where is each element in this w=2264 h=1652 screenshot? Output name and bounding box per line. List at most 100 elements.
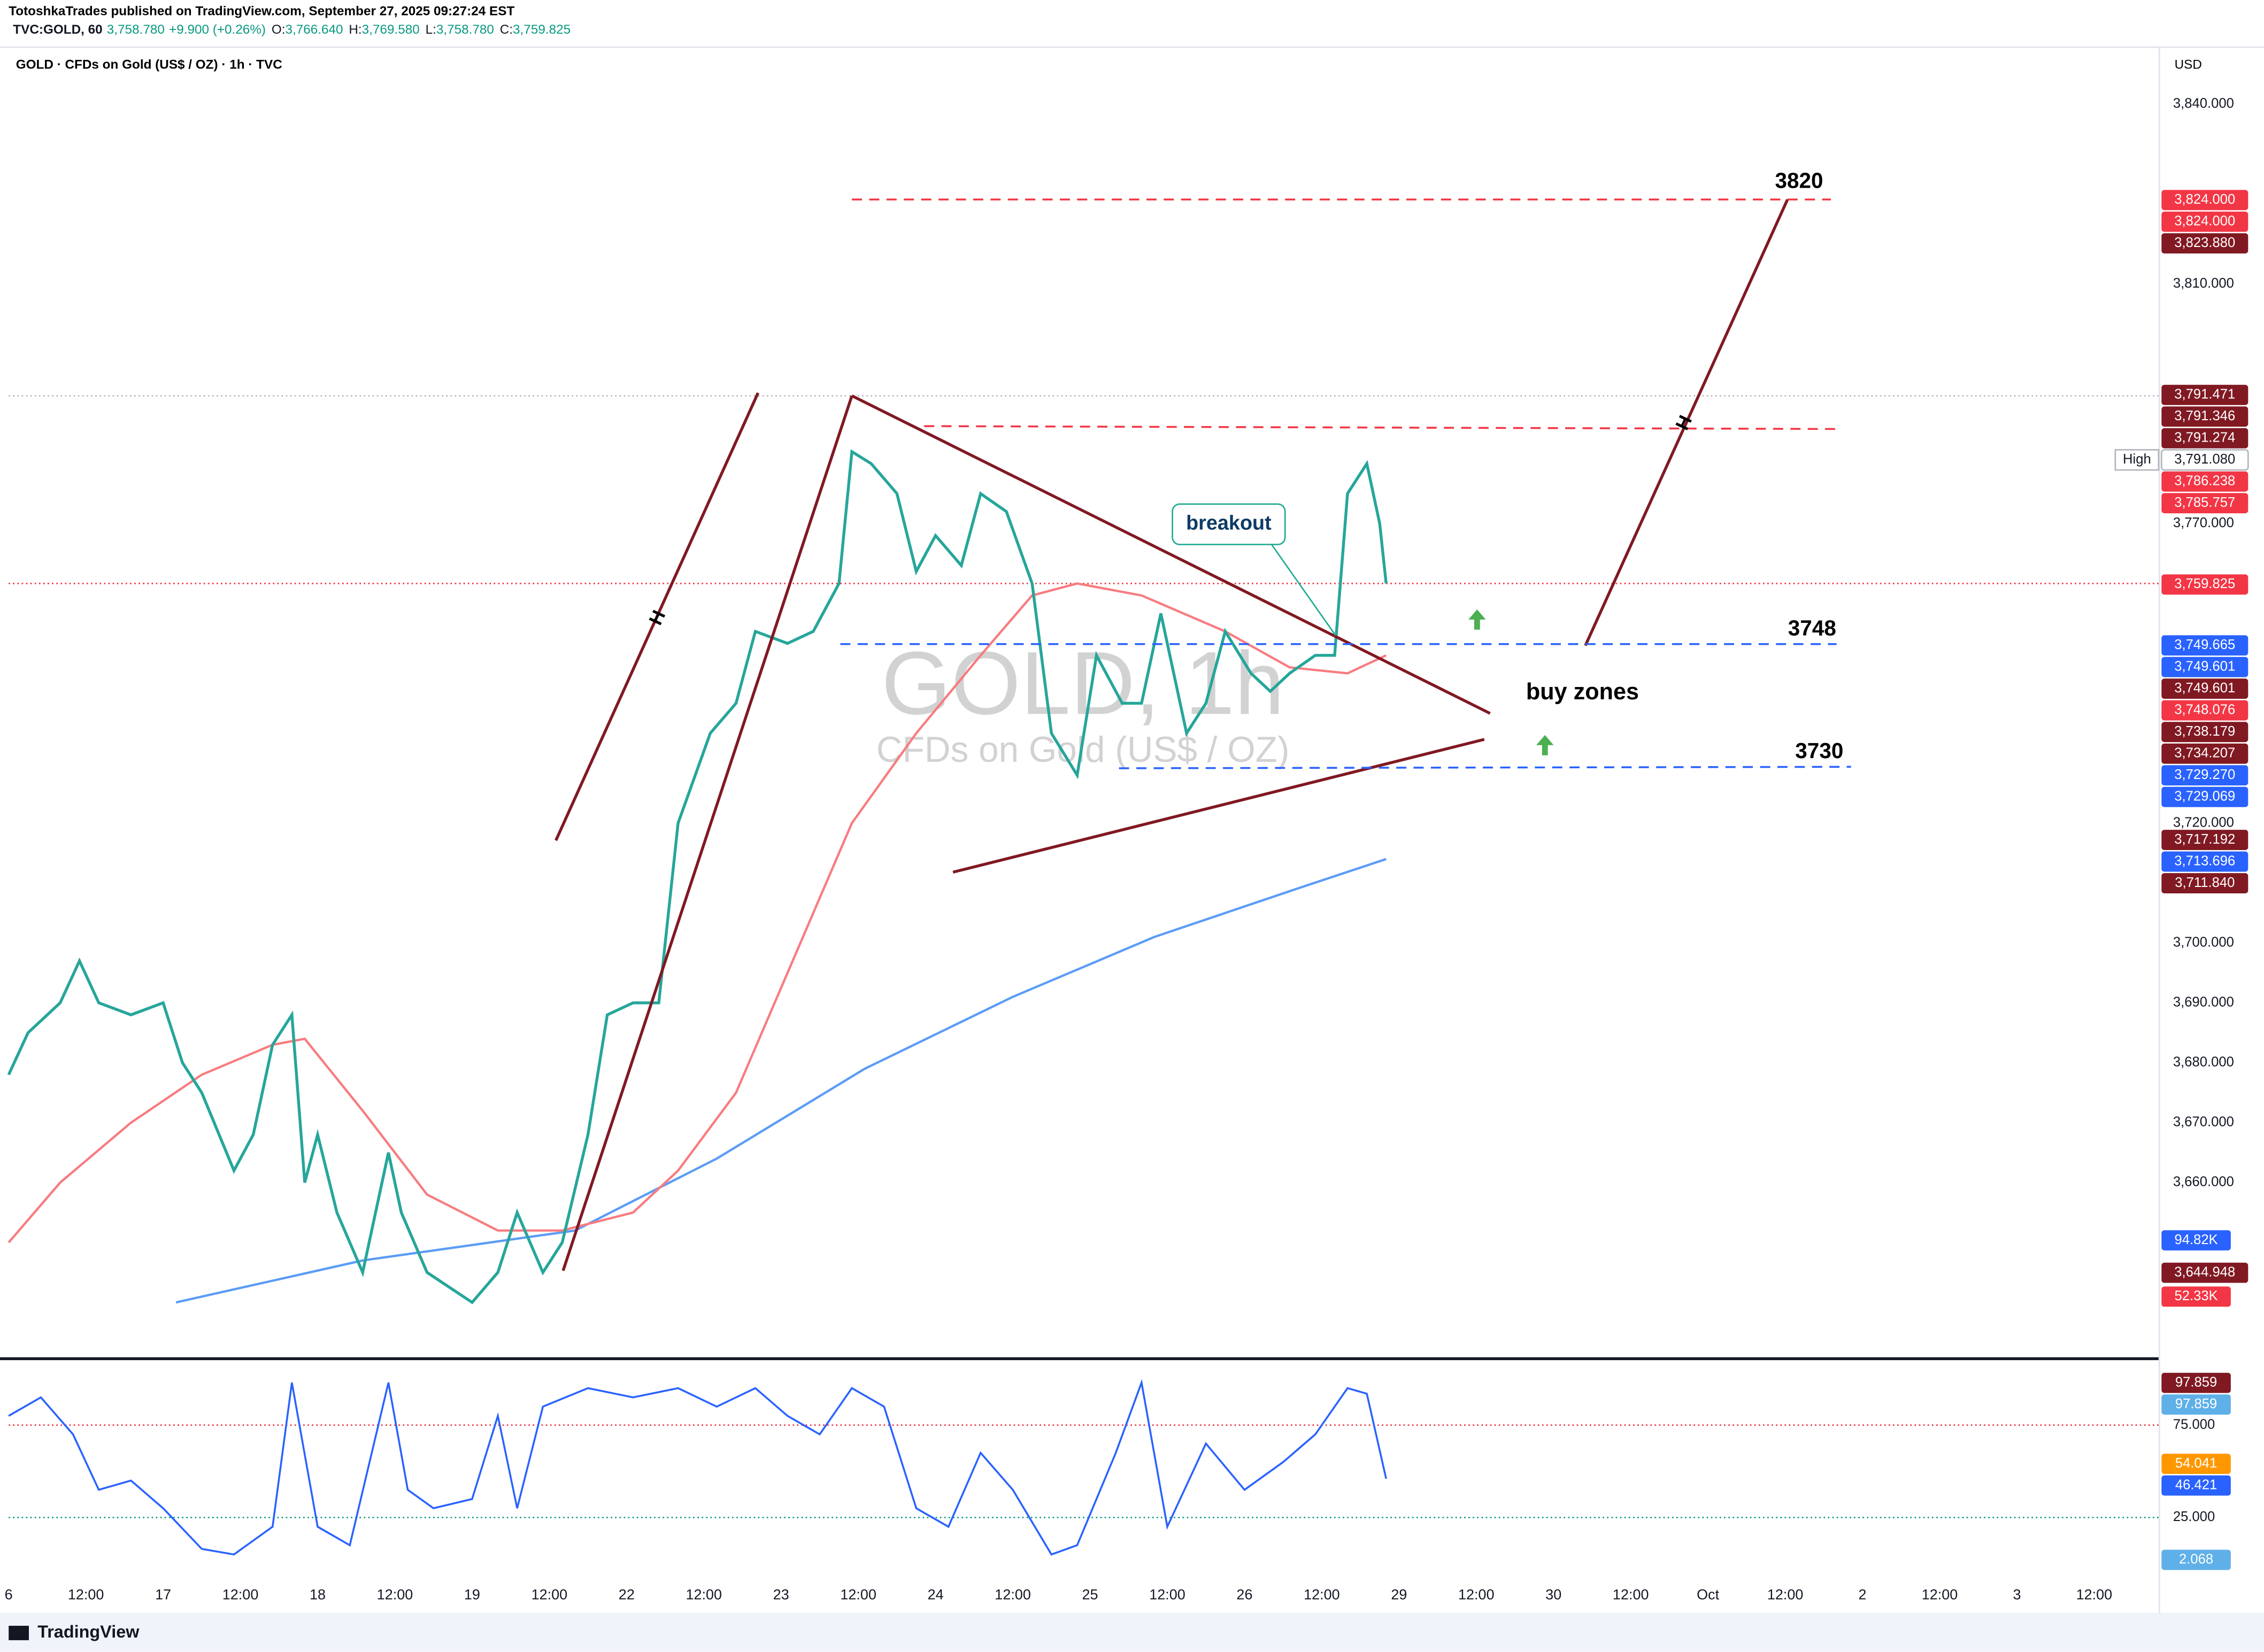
volume-tag-label: 94.82K (2174, 1232, 2217, 1247)
callout-box (1172, 503, 1286, 545)
price-tag (2161, 830, 2248, 850)
osc-tick-label: 75.000 (2173, 1417, 2215, 1432)
price-tag (2161, 722, 2248, 743)
header-field: 3,769.580 (362, 23, 420, 37)
price-tag-label: 3,713.696 (2174, 853, 2235, 868)
impulse-line (555, 392, 760, 842)
divider (0, 46, 2264, 48)
time-label: 25 (1082, 1586, 1098, 1602)
price-tag-label: 3,824.000 (2174, 213, 2235, 228)
price-tag-label: 3,785.757 (2174, 495, 2235, 510)
price-tag (2161, 384, 2248, 405)
y-tick-label: 3,700.000 (2173, 935, 2234, 950)
footer-bar (0, 1612, 2264, 1652)
osc-tag (2161, 1454, 2231, 1474)
time-label: 12:00 (2076, 1586, 2113, 1602)
time-label: 12:00 (686, 1586, 722, 1602)
breakout-label: breakout (1186, 512, 1272, 535)
level-label: 3748 (1788, 615, 1836, 640)
target-line (1584, 198, 1789, 646)
time-axis: 6 12:00 17 12:00 18 12:00 19 12:00 22 12:00 23 12:0… (5, 1586, 2113, 1602)
time-label: 23 (773, 1586, 789, 1602)
osc-tag-label: 97.859 (2175, 1396, 2217, 1411)
price-tag (2161, 1262, 2248, 1283)
y-tick-label: 3,670.000 (2173, 1115, 2234, 1130)
time-label: 12:00 (1767, 1586, 1804, 1602)
osc-tag (2161, 1475, 2231, 1496)
buy-arrow (1468, 609, 1486, 630)
osc-tag-label: 97.859 (2175, 1375, 2217, 1389)
price-tag-label: 3,729.270 (2174, 767, 2235, 782)
price-tag (2161, 493, 2248, 514)
brand: TradingView (37, 1622, 140, 1641)
price-tag (2161, 211, 2248, 232)
y-tick-label: 3,690.000 (2173, 995, 2234, 1010)
price-tag-label: 3,823.880 (2174, 235, 2235, 250)
header-field: TVC:GOLD, 60 (13, 23, 102, 37)
osc-tag (2161, 1394, 2231, 1415)
y-tick-label: 3,660.000 (2173, 1175, 2234, 1190)
level-3730 (1119, 766, 1851, 769)
osc-tag-label: 54.041 (2175, 1456, 2217, 1471)
price-tag-label: 3,749.601 (2174, 681, 2235, 696)
y-tick-label: 3,810.000 (2173, 276, 2234, 291)
price-tag-label: 3,644.948 (2174, 1264, 2235, 1279)
volume-tag-label: 52.33K (2174, 1288, 2217, 1303)
price-tag-label: 3,749.665 (2174, 637, 2235, 652)
header-field: +9.900 (+0.26%) (169, 23, 266, 37)
author-line: TotoshkaTrades published on TradingView.… (9, 4, 514, 18)
osc-line (8, 1379, 1387, 1556)
time-label: Oct (1697, 1586, 1720, 1602)
price-tag-label: 3,717.192 (2174, 832, 2235, 847)
triangle-upper (851, 394, 1491, 715)
time-label: 26 (1236, 1586, 1252, 1602)
time-label: 22 (619, 1586, 635, 1602)
oscillator-pane (8, 1379, 2159, 1556)
header-field: 3,759.825 (513, 23, 571, 37)
chart-title: GOLD · CFDs on Gold (US$ / OZ) · 1h · TV… (16, 57, 282, 72)
currency: USD (2175, 57, 2202, 72)
price-tag (2161, 765, 2248, 786)
high-badge (2114, 449, 2160, 471)
plot (7, 449, 1388, 1304)
header-field: 3,766.640 (285, 23, 343, 37)
buy-zones-label: buy zones (1526, 679, 1639, 705)
price-tag (2161, 471, 2248, 492)
ma-slow (175, 858, 1387, 1304)
price-tag (2161, 428, 2248, 449)
y-tick-label: 3,770.000 (2173, 515, 2234, 530)
time-label: 12:00 (222, 1586, 259, 1602)
price-tag (2161, 678, 2248, 699)
time-label: 3 (2013, 1586, 2021, 1602)
axis-border (2158, 46, 2160, 1613)
osc-tag-label: 2.068 (2179, 1551, 2213, 1566)
header-field: H: (349, 23, 361, 37)
price-tag (2161, 190, 2248, 211)
osc-tag (2161, 1549, 2231, 1570)
time-label: 12:00 (1304, 1586, 1340, 1602)
levels (840, 198, 1851, 769)
time-label: 17 (155, 1586, 171, 1602)
time-label: 24 (928, 1586, 944, 1602)
time-label: 2 (1859, 1586, 1867, 1602)
price-tag-label: 3,734.207 (2174, 745, 2235, 760)
drawings (555, 198, 1789, 1271)
y-tick-label: 3,720.000 (2173, 815, 2234, 830)
time-label: 12:00 (1458, 1586, 1495, 1602)
header-field: L: (426, 23, 436, 37)
watermark: GOLD, 1h (881, 633, 1284, 733)
header-field: 3,758.780 (107, 23, 165, 37)
price-tag (2161, 873, 2248, 893)
header-field: C: (500, 23, 513, 37)
time-label: 12:00 (1922, 1586, 1958, 1602)
pane-divider (0, 1357, 2159, 1361)
time-label: 12:00 (840, 1586, 876, 1602)
time-label: 30 (1545, 1586, 1561, 1602)
time-label: 6 (5, 1586, 13, 1602)
price-tag-label: 3,786.238 (2174, 473, 2235, 488)
price (7, 449, 1388, 1304)
price-tag-label: 3,791.346 (2174, 408, 2235, 423)
time-label: 12:00 (377, 1586, 413, 1602)
